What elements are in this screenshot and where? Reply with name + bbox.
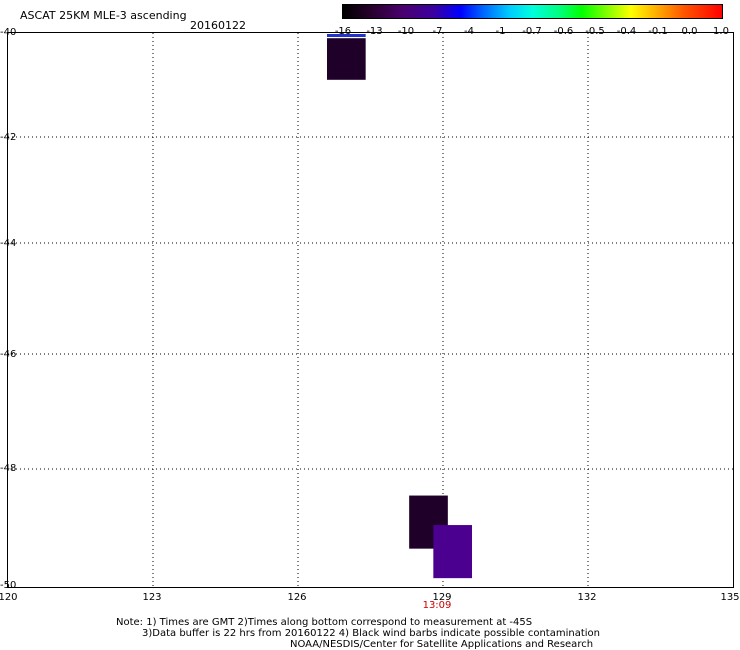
colorbar-tick-label: -7 xyxy=(432,26,443,37)
colorbar-tick-label: -10 xyxy=(397,26,415,37)
lon-label-123: 123 xyxy=(142,592,162,603)
note-line-1: Note: 1) Times are GMT 2)Times along bot… xyxy=(116,617,533,628)
colorbar-tick-label: -0.5 xyxy=(585,26,605,37)
colorbar-tick-label: -0.7 xyxy=(522,26,542,37)
lat-label-44: -44 xyxy=(0,238,17,249)
map-gridlines xyxy=(8,33,733,587)
swath-edge-mark xyxy=(327,34,366,37)
lon-label-126: 126 xyxy=(287,592,307,603)
note-line-3: NOAA/NESDIS/Center for Satellite Applica… xyxy=(290,639,594,650)
colorbar-tick-label: 0.0 xyxy=(681,26,698,37)
wind-cell xyxy=(433,525,472,579)
lat-label-40: -40 xyxy=(0,27,17,38)
wind-cell xyxy=(327,38,366,80)
colorbar-tick-label: -13 xyxy=(366,26,383,37)
lat-label-48: -48 xyxy=(0,463,17,474)
wind-cells xyxy=(327,34,472,579)
lon-label-132: 132 xyxy=(577,592,597,603)
lon-label-135: 135 xyxy=(720,592,740,603)
note-line-2: 3)Data buffer is 22 hrs from 20160122 4)… xyxy=(142,628,600,639)
colorbar xyxy=(342,4,723,19)
colorbar-tick-label: -0.6 xyxy=(553,26,574,37)
colorbar-tick-label: 1.0 xyxy=(713,26,729,37)
colorbar-tick-label: -4 xyxy=(464,26,474,37)
colorbar-tick-label: -16 xyxy=(334,26,352,37)
product-date: 20160122 xyxy=(190,19,246,32)
colorbar-tick-label: -0.1 xyxy=(648,26,668,37)
colorbar-tick-label: -0.4 xyxy=(616,26,637,37)
lat-label-42: -42 xyxy=(0,132,17,143)
lon-label-120: 120 xyxy=(0,592,18,603)
lat-label-46: -46 xyxy=(0,349,17,360)
lon-label-129: 129 xyxy=(432,592,452,603)
map-frame xyxy=(7,32,734,588)
product-title: ASCAT 25KM MLE-3 ascending xyxy=(20,9,187,22)
time-label: 13:09 xyxy=(422,600,452,611)
colorbar-tick-label: -1 xyxy=(495,26,506,37)
lat-label-50: -50 xyxy=(0,580,17,591)
